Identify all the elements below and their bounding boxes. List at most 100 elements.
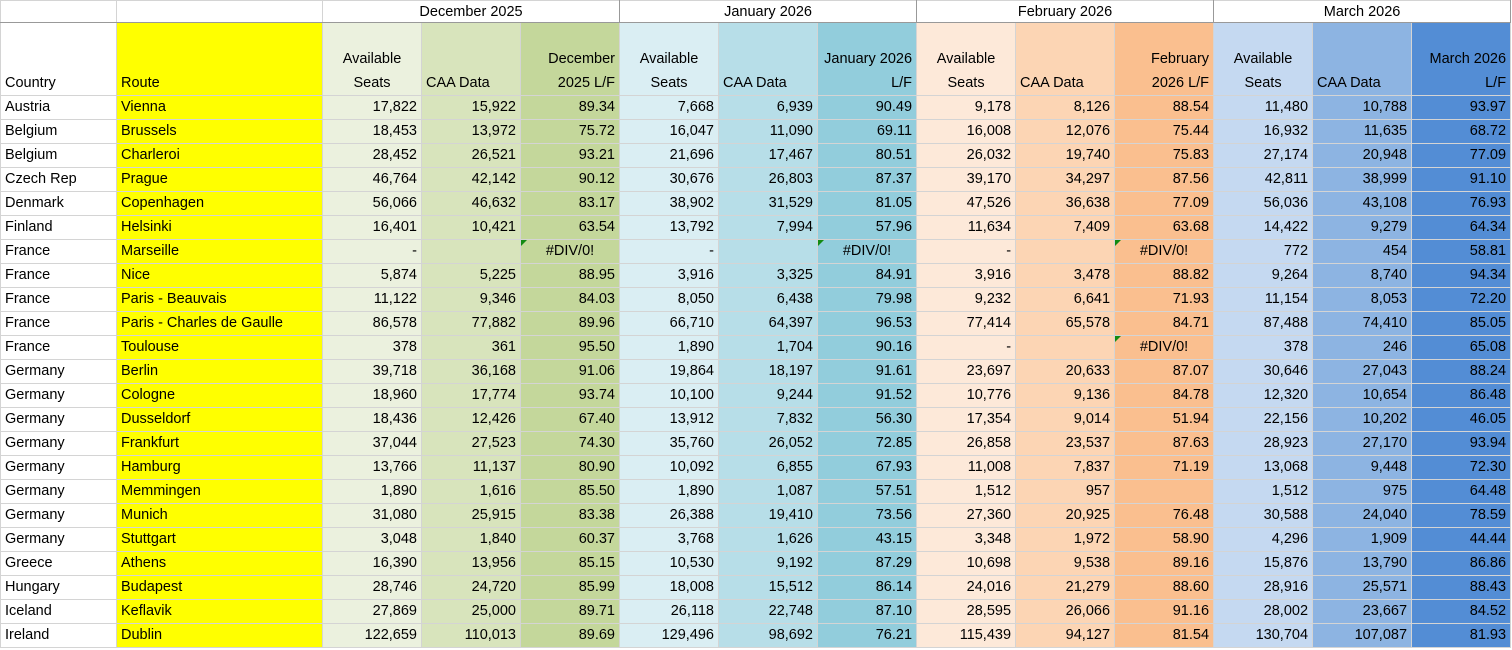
value-cell: 94.34	[1411, 263, 1512, 288]
value-cell: 27,170	[1312, 431, 1413, 456]
country-cell: Belgium	[0, 119, 117, 144]
route-cell: Prague	[116, 167, 323, 192]
value-cell: 58.81	[1411, 239, 1512, 264]
value-cell: 89.34	[520, 95, 620, 120]
value-cell: 74,410	[1312, 311, 1413, 336]
value-cell: 11,137	[421, 455, 521, 480]
value-cell: 88.60	[1114, 575, 1215, 600]
column-header: Available Seats	[1213, 22, 1314, 96]
column-header: December 2025 L/F	[520, 22, 620, 96]
value-cell: 975	[1312, 479, 1413, 504]
value-cell: 17,467	[718, 143, 818, 168]
value-cell	[718, 239, 818, 264]
value-cell: 76.21	[816, 623, 918, 648]
value-cell: 38,999	[1312, 167, 1413, 192]
value-cell: 7,409	[1015, 215, 1116, 240]
value-cell: 11,480	[1213, 95, 1314, 120]
value-cell: 43,108	[1312, 191, 1413, 216]
route-cell: Athens	[116, 551, 323, 576]
value-cell: 8,053	[1312, 287, 1413, 312]
value-cell: -	[916, 239, 1017, 264]
route-cell: Dublin	[116, 623, 323, 648]
value-cell: 130,704	[1213, 623, 1314, 648]
country-cell: France	[0, 263, 117, 288]
data-row: France Paris - Charles de Gaulle 86,578 77,…	[0, 311, 1512, 336]
data-row: Greece Athens 16,390 13,956 85.15 10,530 9,192…	[0, 551, 1512, 576]
value-cell: 3,478	[1015, 263, 1116, 288]
value-cell: 28,916	[1213, 575, 1314, 600]
value-cell: 20,948	[1312, 143, 1413, 168]
value-cell: 26,118	[619, 599, 719, 624]
value-cell: 26,521	[421, 143, 521, 168]
value-cell: 87,488	[1213, 311, 1314, 336]
data-row: France Marseille - #DIV/0! - #DIV/0! - #DIV/0! 7…	[0, 239, 1512, 264]
column-header: Route	[116, 22, 323, 96]
value-cell: 84.03	[520, 287, 620, 312]
value-cell: 26,052	[718, 431, 818, 456]
blank-cell	[116, 0, 323, 23]
value-cell: 85.15	[520, 551, 620, 576]
value-cell: 44.44	[1411, 527, 1512, 552]
value-cell: 378	[1213, 335, 1314, 360]
value-cell	[1015, 239, 1116, 264]
value-cell: 72.30	[1411, 455, 1512, 480]
value-cell: 23,667	[1312, 599, 1413, 624]
value-cell: 10,530	[619, 551, 719, 576]
column-header: CAA Data	[1312, 22, 1413, 96]
country-cell: France	[0, 287, 117, 312]
column-header: Available Seats	[619, 22, 719, 96]
value-cell: 18,436	[322, 407, 422, 432]
value-cell: 77,414	[916, 311, 1017, 336]
value-cell: 11,122	[322, 287, 422, 312]
value-cell	[421, 239, 521, 264]
column-header: CAA Data	[718, 22, 818, 96]
value-cell: 88.54	[1114, 95, 1215, 120]
value-cell: 84.71	[1114, 311, 1215, 336]
country-cell: Austria	[0, 95, 117, 120]
value-cell: 58.90	[1114, 527, 1215, 552]
value-cell: 6,438	[718, 287, 818, 312]
data-row: Finland Helsinki 16,401 10,421 63.54 13,792 7,…	[0, 215, 1512, 240]
value-cell: 13,972	[421, 119, 521, 144]
value-cell: 65.08	[1411, 335, 1512, 360]
value-cell: 69.11	[816, 119, 918, 144]
value-cell: 86.86	[1411, 551, 1512, 576]
value-cell: 11,635	[1312, 119, 1413, 144]
value-cell: 18,960	[322, 383, 422, 408]
value-cell: 89.16	[1114, 551, 1215, 576]
value-cell: 1,512	[916, 479, 1017, 504]
value-cell: 10,776	[916, 383, 1017, 408]
value-cell: 7,994	[718, 215, 818, 240]
value-cell: 9,538	[1015, 551, 1116, 576]
value-cell: 15,512	[718, 575, 818, 600]
value-cell: 4,296	[1213, 527, 1314, 552]
value-cell: 91.06	[520, 359, 620, 384]
value-cell: 15,876	[1213, 551, 1314, 576]
value-cell: 9,014	[1015, 407, 1116, 432]
value-cell: 18,008	[619, 575, 719, 600]
value-cell: 74.30	[520, 431, 620, 456]
column-header-row: Country Route Available Seats CAA Data Decem…	[0, 22, 1512, 96]
value-cell: 57.96	[816, 215, 918, 240]
country-cell: Germany	[0, 455, 117, 480]
value-cell: 9,192	[718, 551, 818, 576]
value-cell: 10,654	[1312, 383, 1413, 408]
value-cell: 91.16	[1114, 599, 1215, 624]
data-row: Germany Cologne 18,960 17,774 93.74 10,100 9,2…	[0, 383, 1512, 408]
value-cell: 94,127	[1015, 623, 1116, 648]
value-cell: 34,297	[1015, 167, 1116, 192]
value-cell: 27,043	[1312, 359, 1413, 384]
value-cell: 1,890	[619, 335, 719, 360]
value-cell: 20,925	[1015, 503, 1116, 528]
value-cell: 9,136	[1015, 383, 1116, 408]
route-cell: Memmingen	[116, 479, 323, 504]
data-row: Belgium Charleroi 28,452 26,521 93.21 21,696 1…	[0, 143, 1512, 168]
value-cell: 80.90	[520, 455, 620, 480]
value-cell: 8,126	[1015, 95, 1116, 120]
error-flag	[1115, 240, 1122, 246]
value-cell: 86.48	[1411, 383, 1512, 408]
value-cell: 10,788	[1312, 95, 1413, 120]
data-row: Hungary Budapest 28,746 24,720 85.99 18,008 15…	[0, 575, 1512, 600]
value-cell: 5,225	[421, 263, 521, 288]
value-cell: 63.54	[520, 215, 620, 240]
